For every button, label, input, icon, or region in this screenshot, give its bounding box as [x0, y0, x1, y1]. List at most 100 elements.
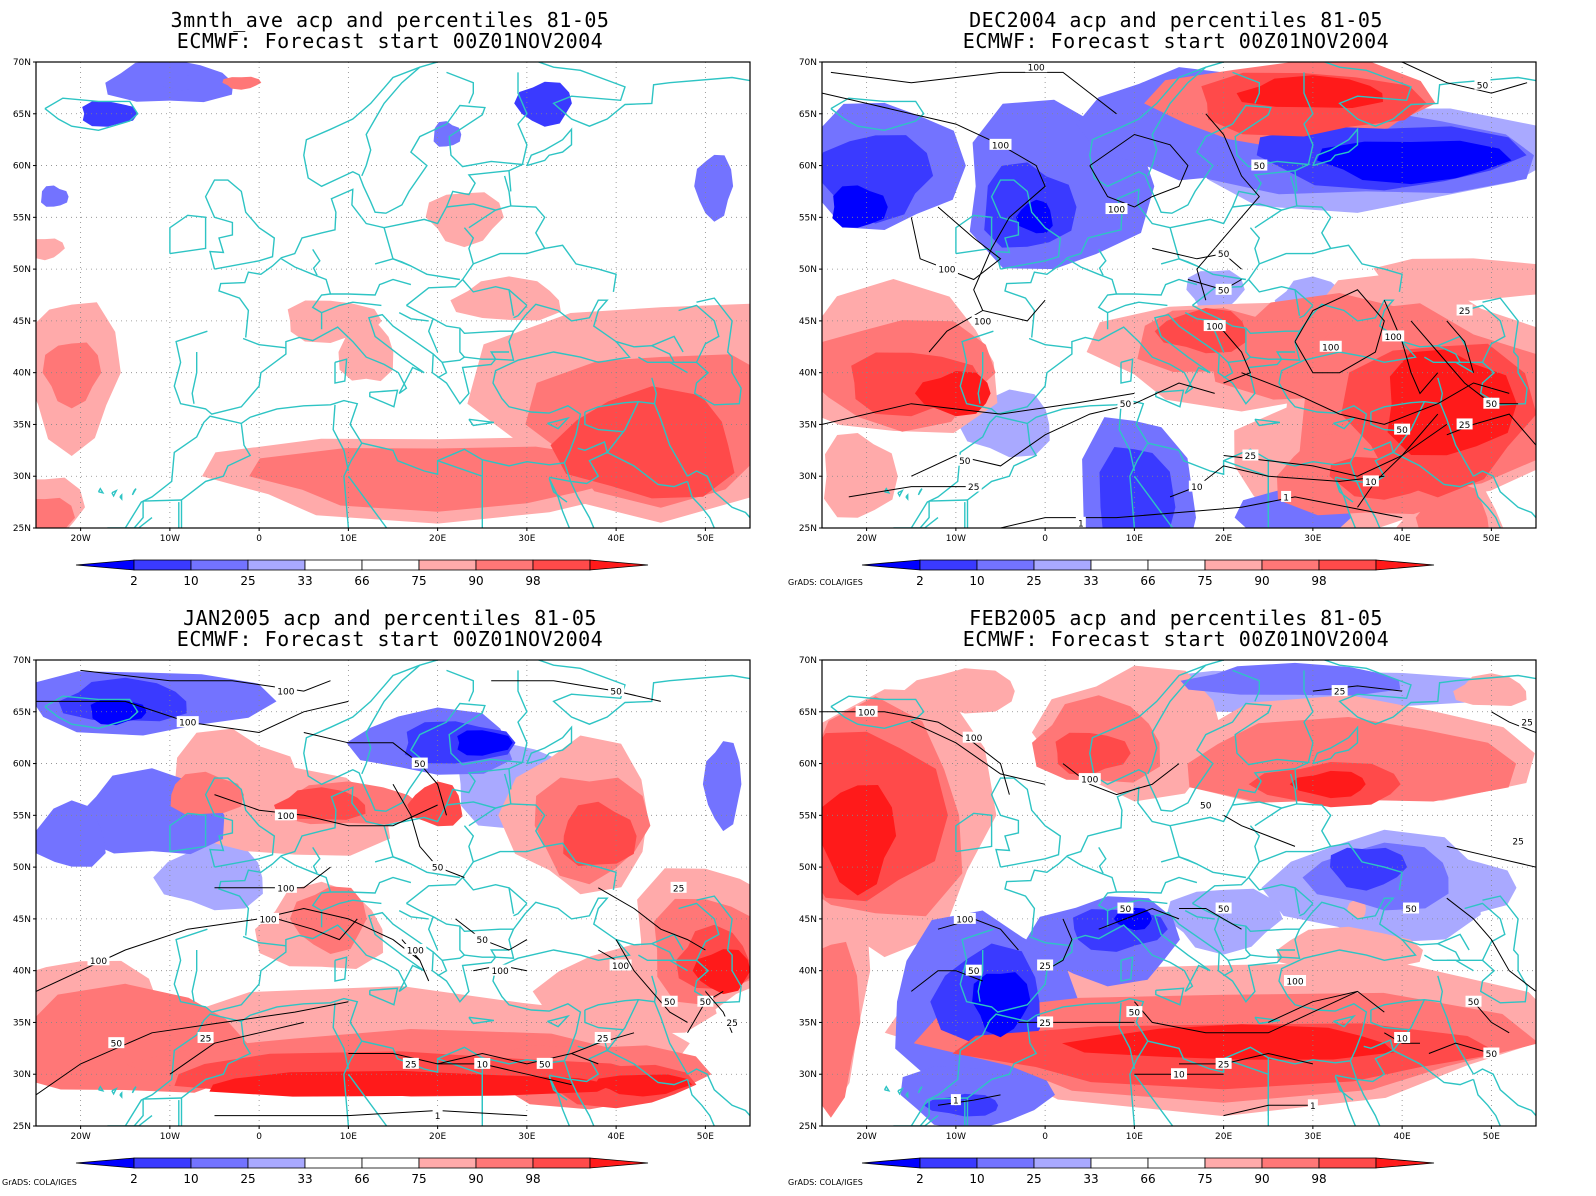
map-frame [35, 659, 751, 1127]
map-frame [35, 61, 751, 529]
lon-tick-label: 10W [160, 1132, 180, 1142]
lat-tick-label: 50N [13, 265, 31, 275]
contour-label: 25 [1039, 1019, 1050, 1029]
shaded-region [1236, 75, 1384, 108]
contour-label: 25 [673, 884, 684, 894]
contour-line [848, 486, 974, 498]
contour-label: 100 [277, 884, 294, 894]
contour-line [1223, 1104, 1313, 1117]
contour-label: 10 [1173, 1071, 1185, 1081]
colorbar-label: 66 [354, 574, 369, 588]
contour-label: 1 [1078, 519, 1084, 529]
contour-label: 1 [1283, 493, 1289, 503]
shaded-region [36, 238, 65, 261]
contour-line [1446, 413, 1536, 446]
contour-label: 50 [959, 457, 971, 467]
lat-tick-label: 40N [13, 967, 31, 977]
contour-label: 50 [1254, 162, 1266, 172]
contour-label: 50 [1477, 81, 1489, 91]
colorbar-label: 75 [1197, 1172, 1212, 1186]
lon-tick-label: 50E [697, 534, 714, 544]
lon-tick-label: 0 [256, 534, 262, 544]
lon-tick-label: 50E [697, 1132, 714, 1142]
contour-label: 25 [968, 483, 979, 493]
panel-title: FEB2005 acp and percentiles 81-05 [969, 606, 1383, 630]
contour-label: 50 [1396, 426, 1408, 436]
contour-line [1000, 506, 1242, 528]
lon-tick-label: 20E [1215, 534, 1232, 544]
panel-subtitle: ECMWF: Forecast start 00Z01NOV2004 [962, 627, 1390, 651]
colorbar-label: 10 [183, 574, 198, 588]
contour-label: 50 [414, 760, 426, 770]
lat-tick-label: 35N [13, 420, 31, 430]
contour-line [1268, 990, 1385, 1023]
contour-label: 1 [435, 1112, 441, 1122]
contour-label: 100 [1206, 323, 1223, 333]
shaded-region [550, 386, 735, 499]
contour-line [1241, 372, 1510, 425]
grid-lines [822, 660, 1536, 1126]
shaded-region [36, 800, 106, 867]
contour-line [1410, 320, 1519, 405]
contour-label: 50 [1218, 250, 1230, 260]
colorbar-label: 33 [297, 574, 312, 588]
lon-tick-label: 40E [1394, 534, 1411, 544]
contour-line [910, 206, 1002, 281]
contour-line [169, 1021, 304, 1075]
contour-line [910, 970, 983, 992]
contour-line [1196, 113, 1260, 301]
shaded-region [170, 771, 244, 815]
shaded-region [1289, 770, 1366, 799]
lat-tick-label: 45N [799, 317, 817, 327]
lon-tick-label: 0 [1042, 534, 1048, 544]
lon-tick-label: 10W [160, 534, 180, 544]
shaded-region [1330, 847, 1408, 891]
contour-label: 100 [179, 719, 196, 729]
contour-label: 100 [277, 688, 294, 698]
lon-tick-label: 30E [1304, 1132, 1321, 1142]
colorbar-label: 25 [1026, 1172, 1041, 1186]
contour-line [830, 71, 1117, 115]
contour-line [214, 794, 438, 827]
contour-label: 100 [992, 141, 1009, 151]
contour-line [1312, 685, 1403, 692]
lat-tick-label: 45N [799, 915, 817, 925]
colorbar-label: 2 [130, 1172, 138, 1186]
shaded-region [425, 192, 504, 248]
shaded-region [222, 76, 262, 90]
contour-label: 10 [1396, 1034, 1408, 1044]
lat-tick-label: 25N [799, 524, 817, 534]
lon-tick-label: 0 [1042, 1132, 1048, 1142]
shaded-region [41, 185, 69, 207]
contour-label: 25 [1459, 421, 1470, 431]
shaded-region [1453, 673, 1527, 706]
contour-label: 25 [726, 1019, 737, 1029]
contour-line [36, 907, 421, 992]
contour-label: 25 [1459, 307, 1470, 317]
contour-line [1401, 62, 1528, 94]
panel-subtitle: ECMWF: Forecast start 00Z01NOV2004 [176, 29, 604, 53]
contour-label: 50 [610, 688, 622, 698]
lat-tick-label: 40N [799, 369, 817, 379]
percentile-map: 1001001001001001001001001005050505050505… [13, 656, 751, 1186]
shaded-region [36, 497, 75, 528]
lon-tick-label: 50E [1483, 1132, 1500, 1142]
contour-label: 25 [597, 1034, 608, 1044]
lon-tick-label: 20W [856, 1132, 876, 1142]
contour-line [348, 1053, 438, 1065]
contour-label: 50 [1129, 1009, 1141, 1019]
lon-tick-label: 20W [856, 534, 876, 544]
grid-lines [822, 62, 1536, 528]
shaded-region [1329, 456, 1446, 500]
lat-tick-label: 25N [799, 1122, 817, 1132]
contour-label: 50 [1468, 998, 1480, 1008]
contour-label: 25 [1245, 452, 1256, 462]
lat-tick-label: 55N [13, 213, 31, 223]
contour-line [36, 700, 349, 734]
contour-label: 50 [1200, 801, 1212, 811]
contour-line [491, 680, 661, 702]
contour-line [1223, 814, 1296, 847]
colorbar-label: 75 [411, 1172, 426, 1186]
contour-label: 100 [965, 734, 982, 744]
